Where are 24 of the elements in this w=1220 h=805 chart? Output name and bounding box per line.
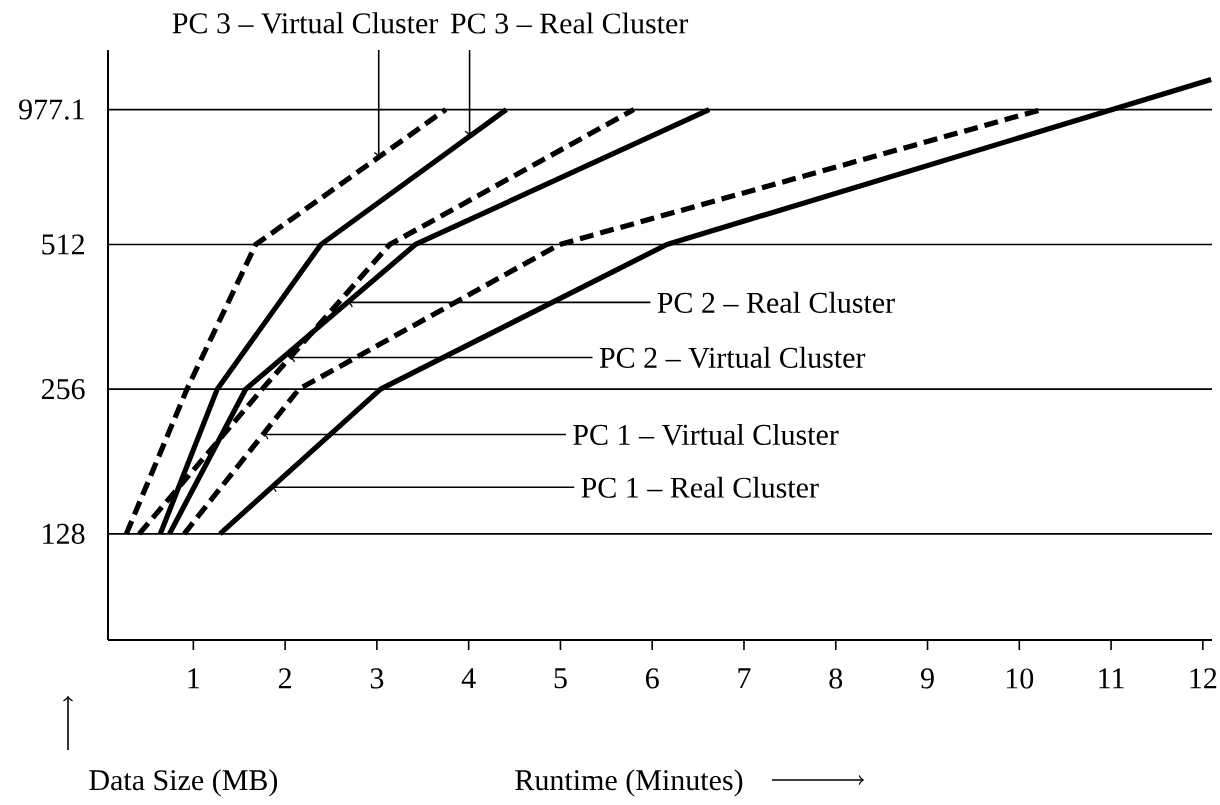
- x-tick-label: 6: [645, 668, 659, 689]
- text: Data Size (MB): [89, 769, 278, 797]
- annotation: PC 3 – Virtual Cluster: [172, 12, 439, 34]
- annotation: PC 3 – Real Cluster: [450, 12, 689, 34]
- y-tick-label: 128: [43, 523, 85, 544]
- x-tick-label: 2: [278, 668, 291, 689]
- y-tick-label: 977.1: [19, 99, 84, 120]
- y-tick-label: 512: [42, 234, 84, 255]
- x-tick-label: 7: [738, 668, 751, 689]
- x-tick-label: 8: [829, 668, 843, 689]
- x-tick-label: 10: [1006, 668, 1034, 689]
- x-tick-label: 5: [554, 668, 567, 689]
- annotation: PC 2 – Virtual Cluster: [599, 346, 866, 369]
- annotation: PC 2 – Real Cluster: [657, 291, 895, 313]
- x-tick-label: 9: [920, 668, 934, 689]
- x-tick-label: 3: [370, 668, 384, 689]
- annotation: PC 1 – Virtual Cluster: [573, 423, 839, 446]
- x-axis-title: Runtime (Minutes): [515, 769, 743, 797]
- annotation: PC 1 – Real Cluster: [581, 476, 819, 498]
- x-tick-label: 12: [1190, 668, 1217, 689]
- y-tick-label: 256: [41, 379, 85, 400]
- x-tick-label: 1: [188, 668, 200, 689]
- x-tick-label: 4: [461, 668, 476, 689]
- x-tick-label: 11: [1099, 668, 1124, 689]
